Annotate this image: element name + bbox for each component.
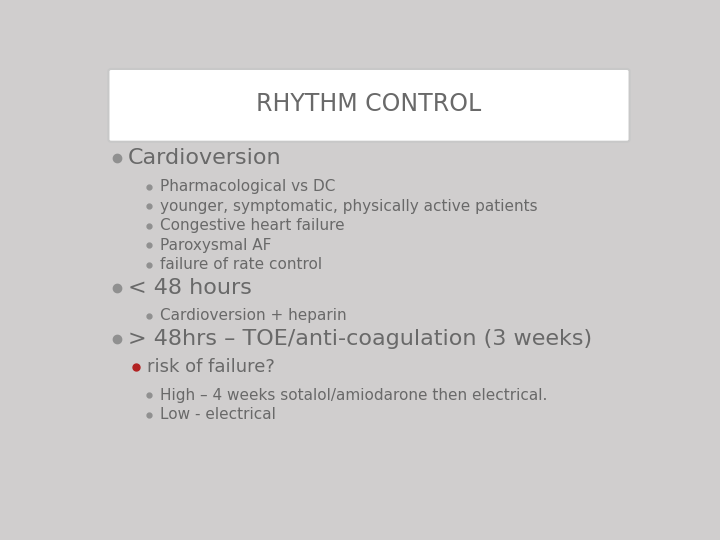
Text: Cardioversion: Cardioversion bbox=[128, 148, 282, 168]
Text: Pharmacological vs DC: Pharmacological vs DC bbox=[160, 179, 335, 194]
Text: failure of rate control: failure of rate control bbox=[160, 257, 322, 272]
Text: risk of failure?: risk of failure? bbox=[147, 358, 275, 376]
Text: < 48 hours: < 48 hours bbox=[128, 278, 252, 298]
Text: > 48hrs – TOE/anti-coagulation (3 weeks): > 48hrs – TOE/anti-coagulation (3 weeks) bbox=[128, 329, 592, 349]
Text: RHYTHM CONTROL: RHYTHM CONTROL bbox=[256, 92, 482, 116]
Text: Congestive heart failure: Congestive heart failure bbox=[160, 218, 344, 233]
Text: younger, symptomatic, physically active patients: younger, symptomatic, physically active … bbox=[160, 199, 537, 214]
FancyBboxPatch shape bbox=[109, 69, 629, 141]
Text: Cardioversion + heparin: Cardioversion + heparin bbox=[160, 308, 346, 323]
Text: Paroxysmal AF: Paroxysmal AF bbox=[160, 238, 271, 253]
Text: High – 4 weeks sotalol/amiodarone then electrical.: High – 4 weeks sotalol/amiodarone then e… bbox=[160, 388, 547, 403]
Text: Low - electrical: Low - electrical bbox=[160, 407, 276, 422]
